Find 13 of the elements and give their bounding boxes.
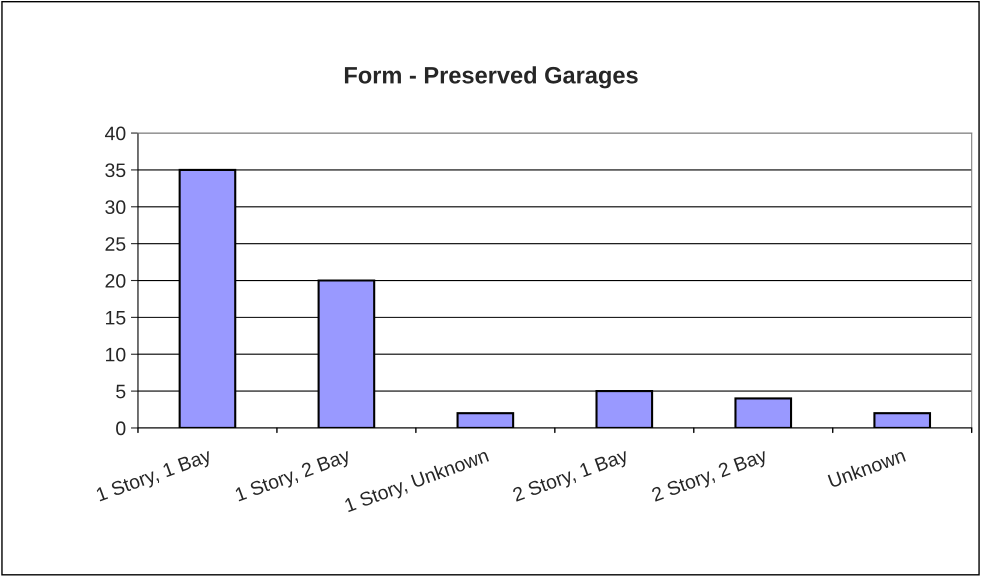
x-tick-label: 1 Story, 1 Bay [96, 448, 214, 506]
chart-title: Form - Preserved Garages [344, 66, 638, 88]
x-tick-label: 2 Story, 1 Bay [512, 448, 630, 506]
y-tick-label: 30 [105, 200, 126, 214]
x-tick-label: 2 Story, 2 Bay [650, 448, 770, 506]
y-tick-label: 35 [105, 163, 126, 178]
y-tick-label: 5 [116, 384, 126, 398]
y-tick-label: 0 [116, 421, 126, 436]
y-tick-label: 20 [106, 274, 126, 288]
y-tick-label: 15 [106, 311, 126, 325]
y-tick-label: 40 [104, 126, 126, 140]
y-tick-label: 10 [106, 348, 126, 362]
y-tick-label: 25 [106, 237, 126, 251]
